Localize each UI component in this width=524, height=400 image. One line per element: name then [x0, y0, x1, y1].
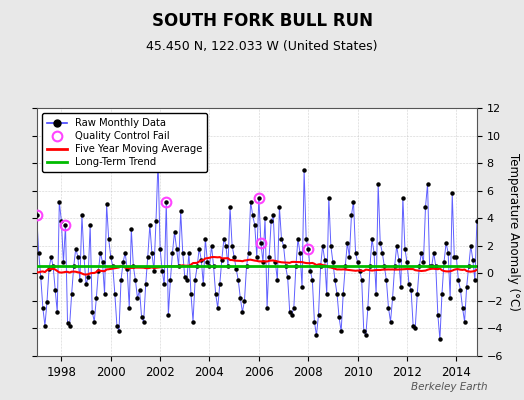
Text: Berkeley Earth: Berkeley Earth — [411, 382, 487, 392]
Y-axis label: Temperature Anomaly (°C): Temperature Anomaly (°C) — [507, 153, 520, 311]
Text: 45.450 N, 122.033 W (United States): 45.450 N, 122.033 W (United States) — [146, 40, 378, 53]
Legend: Raw Monthly Data, Quality Control Fail, Five Year Moving Average, Long-Term Tren: Raw Monthly Data, Quality Control Fail, … — [42, 113, 207, 172]
Text: SOUTH FORK BULL RUN: SOUTH FORK BULL RUN — [151, 12, 373, 30]
